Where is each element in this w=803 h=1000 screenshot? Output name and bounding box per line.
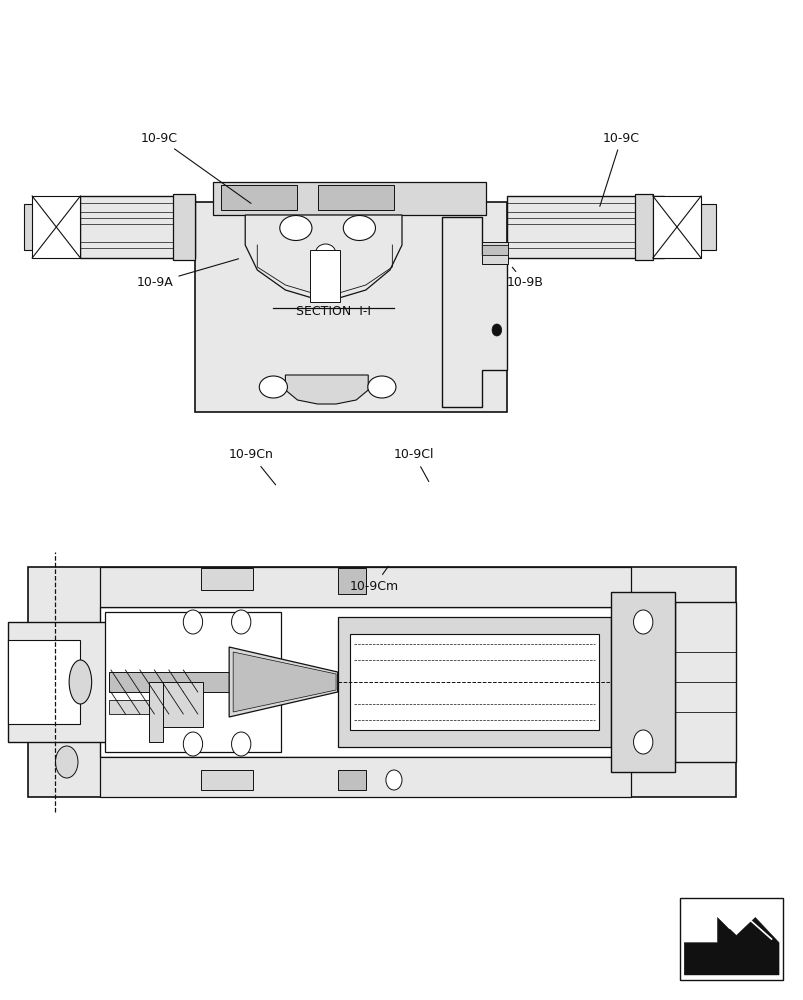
Text: 10-9C: 10-9C xyxy=(599,131,639,206)
Circle shape xyxy=(183,610,202,634)
Bar xyxy=(104,612,281,752)
Bar xyxy=(149,682,163,742)
Bar xyxy=(32,196,80,258)
Bar xyxy=(507,196,663,258)
Ellipse shape xyxy=(55,746,78,778)
Bar xyxy=(80,196,195,258)
Bar xyxy=(317,185,393,210)
Bar xyxy=(309,250,340,302)
Text: 10-9C: 10-9C xyxy=(141,131,251,203)
Bar xyxy=(24,204,34,250)
Circle shape xyxy=(231,610,251,634)
Bar xyxy=(8,640,80,724)
Bar xyxy=(221,185,297,210)
Bar xyxy=(337,617,610,747)
Bar xyxy=(610,592,675,772)
Polygon shape xyxy=(233,652,336,712)
Bar xyxy=(108,700,181,714)
Bar xyxy=(337,770,365,790)
Ellipse shape xyxy=(315,244,336,262)
Bar xyxy=(195,202,507,412)
Bar xyxy=(28,567,735,797)
Text: SECTION  I-I: SECTION I-I xyxy=(296,305,371,318)
Bar xyxy=(634,194,652,260)
Text: 10-9Cl: 10-9Cl xyxy=(393,448,434,482)
Ellipse shape xyxy=(259,376,287,398)
Circle shape xyxy=(633,610,652,634)
Bar xyxy=(482,242,507,264)
Bar xyxy=(337,568,365,594)
Bar xyxy=(700,204,715,250)
Circle shape xyxy=(231,732,251,756)
Circle shape xyxy=(385,770,402,790)
Bar xyxy=(108,672,229,692)
Bar xyxy=(100,607,630,757)
Bar xyxy=(201,568,253,590)
Ellipse shape xyxy=(279,216,312,240)
Text: 10-9A: 10-9A xyxy=(137,259,238,290)
Polygon shape xyxy=(683,917,778,975)
Bar xyxy=(482,245,507,255)
Bar xyxy=(201,770,253,790)
Circle shape xyxy=(491,324,501,336)
Bar xyxy=(173,194,195,260)
Text: 10-9Cm: 10-9Cm xyxy=(349,566,398,592)
Ellipse shape xyxy=(343,216,375,240)
Circle shape xyxy=(183,732,202,756)
Text: 10-9Cn: 10-9Cn xyxy=(229,448,275,485)
Bar xyxy=(349,634,598,730)
Bar xyxy=(100,567,630,607)
Polygon shape xyxy=(285,375,368,404)
Ellipse shape xyxy=(69,660,92,704)
Bar xyxy=(8,622,108,742)
Bar xyxy=(213,182,486,215)
Bar xyxy=(652,196,700,258)
Polygon shape xyxy=(245,215,402,302)
Ellipse shape xyxy=(367,376,395,398)
Text: 10-9B: 10-9B xyxy=(506,267,543,290)
Polygon shape xyxy=(442,217,507,407)
Bar xyxy=(163,682,203,727)
Bar xyxy=(100,757,630,797)
Bar xyxy=(675,602,735,762)
Circle shape xyxy=(633,730,652,754)
Polygon shape xyxy=(229,647,337,717)
Bar xyxy=(679,898,782,980)
